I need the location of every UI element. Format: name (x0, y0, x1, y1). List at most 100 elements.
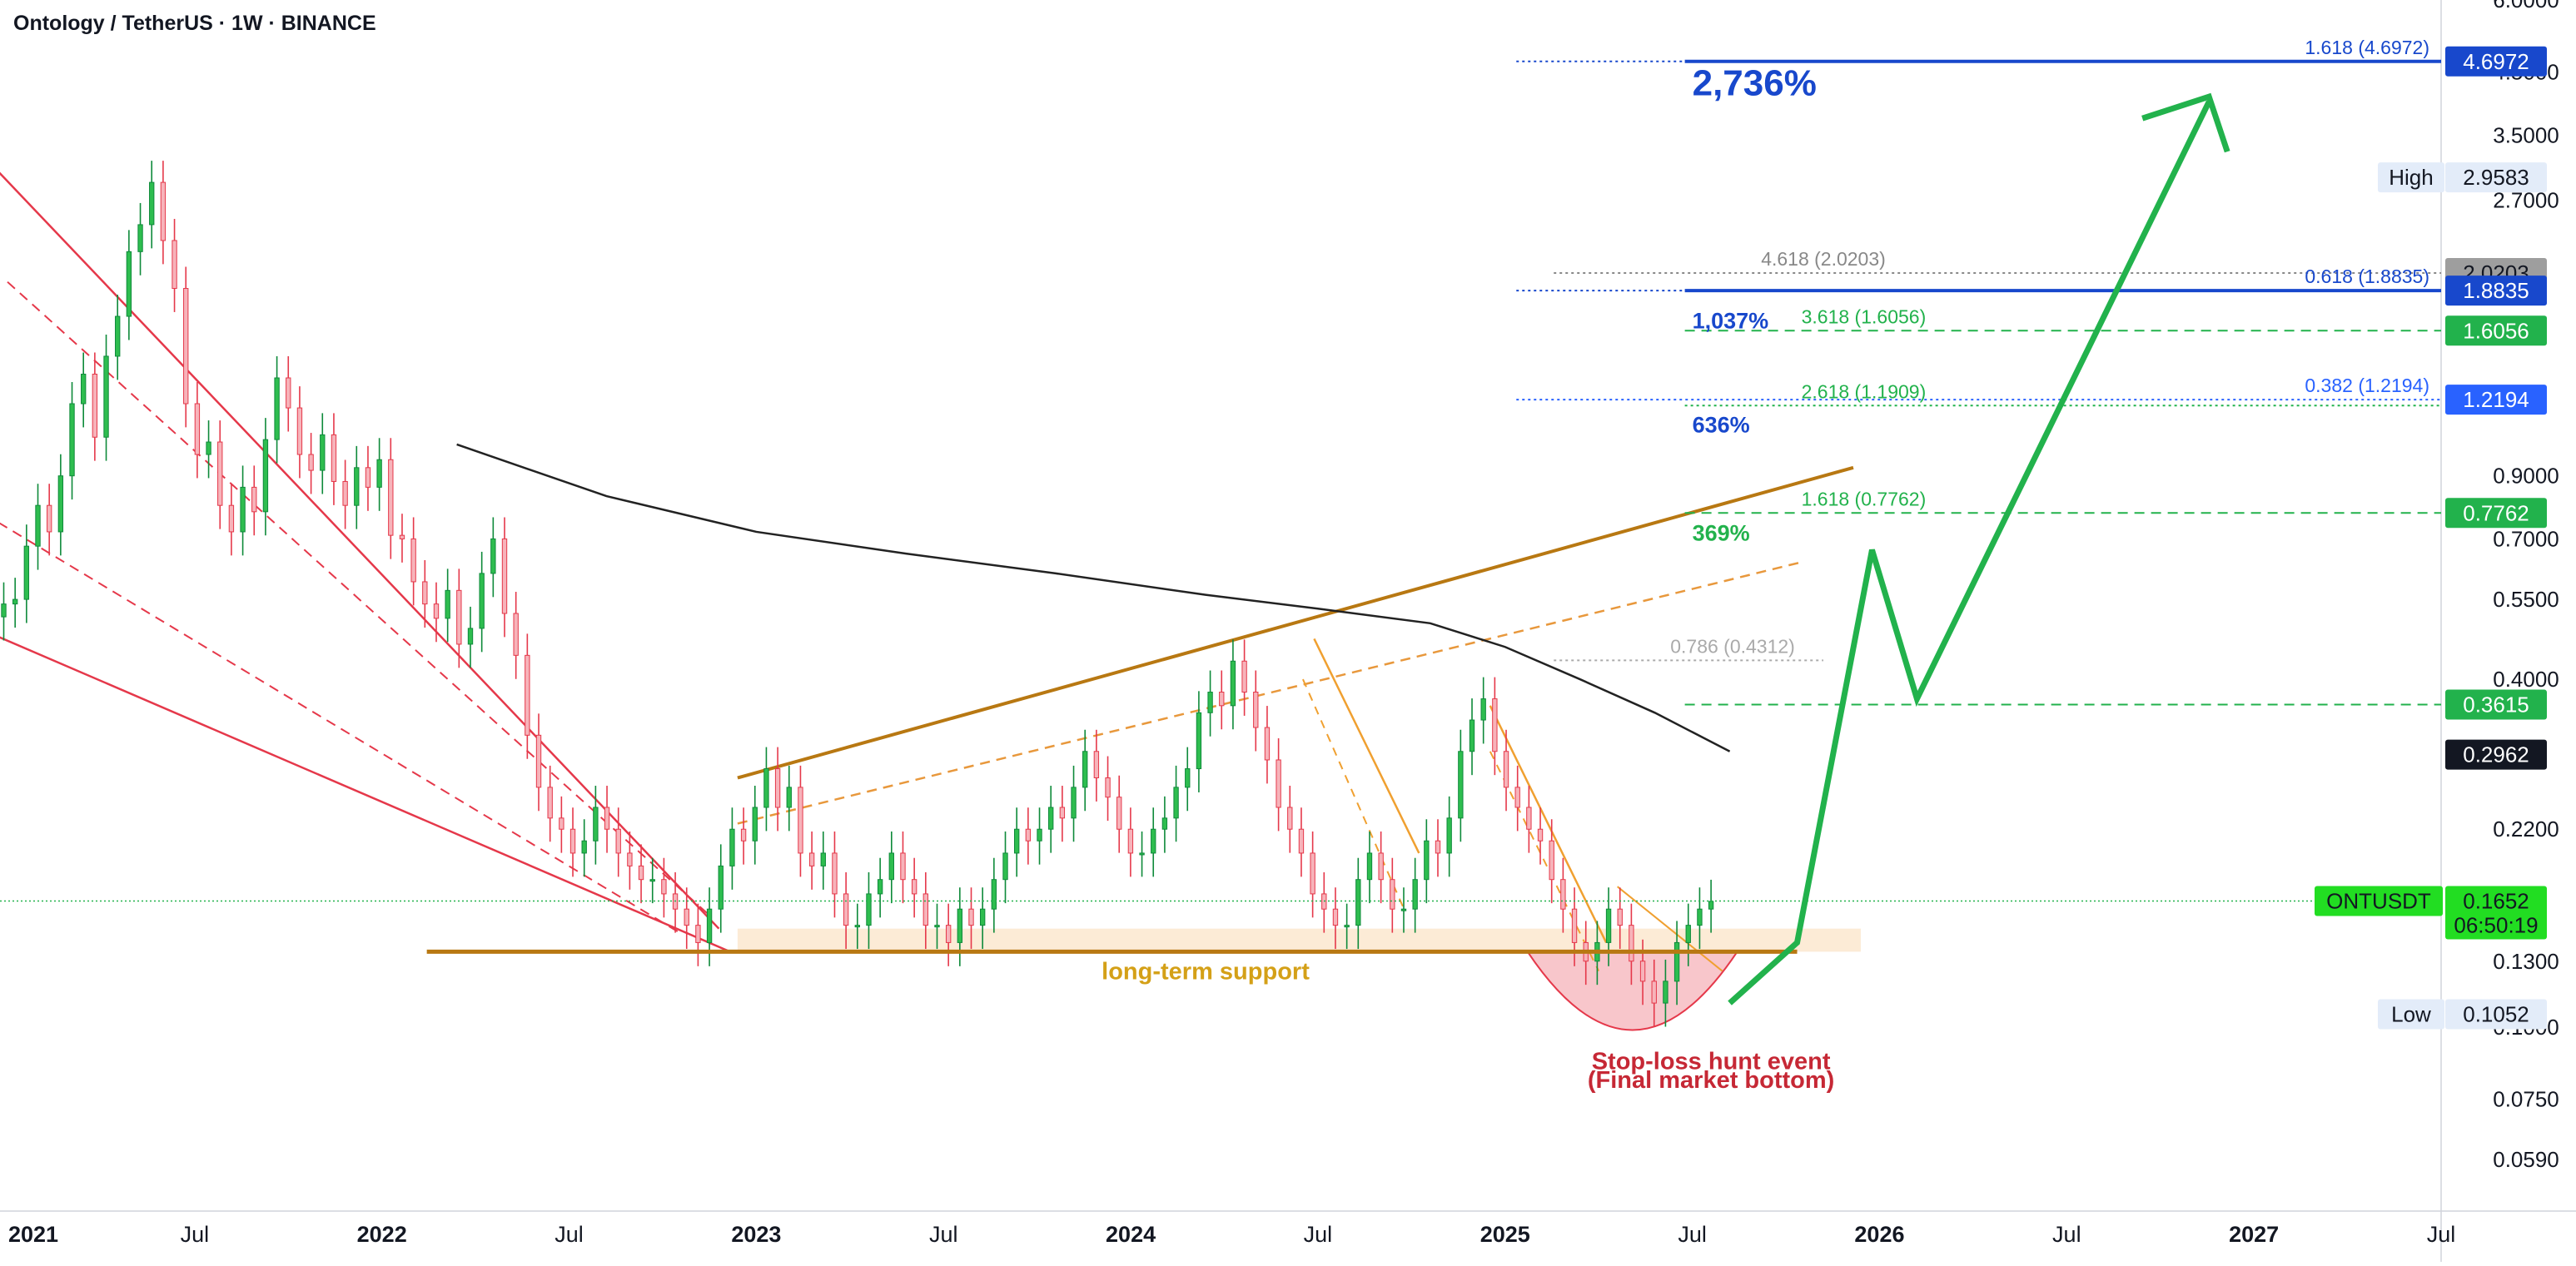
candle-body (149, 181, 155, 226)
candle-body (843, 893, 849, 926)
x-axis-tick-label: 2022 (357, 1222, 407, 1247)
candle-body (1685, 925, 1691, 943)
y-axis-tick-label: 3.5000 (2493, 122, 2559, 147)
stop-loss-label: (Final market bottom) (1588, 1067, 1834, 1094)
x-axis-tick-label: 2026 (1854, 1222, 1904, 1247)
symbol-badge-label: ONTUSDT (2326, 889, 2431, 914)
candle-body (1105, 777, 1111, 798)
wedge-lower-line (0, 636, 731, 953)
candle-body (627, 852, 633, 866)
y-axis-tick-label: 0.9000 (2493, 464, 2559, 489)
candle-body (991, 879, 997, 910)
fib-level-label: 1.618 (4.6972) (2305, 37, 2429, 58)
price-badge (2445, 315, 2547, 346)
candle-body (1116, 797, 1122, 830)
candle-body (1264, 727, 1271, 761)
price-badge-prefix-box (2378, 999, 2444, 1030)
candle-body (695, 925, 701, 943)
chart-title: Ontology / TetherUS · 1W · BINANCE (13, 12, 376, 35)
candle-body (615, 828, 621, 854)
y-axis-tick-label: 0.2200 (2493, 817, 2559, 842)
channel-line (1489, 751, 1600, 972)
candle-body (1560, 879, 1566, 910)
moving-average-line (456, 443, 1731, 752)
candle-body (1002, 852, 1008, 881)
candle-body (1276, 759, 1281, 808)
candle-body (740, 828, 747, 842)
price-badge (2445, 498, 2547, 529)
x-axis-tick-label: Jul (554, 1222, 584, 1247)
candle-body (217, 441, 223, 506)
candle-body (900, 852, 906, 881)
x-axis-tick-label: 2027 (2229, 1222, 2279, 1247)
price-badge (2445, 46, 2547, 77)
candle-body (1390, 879, 1395, 910)
candle-body (535, 734, 542, 788)
candle-body (1629, 925, 1634, 962)
candle-body (1458, 751, 1464, 819)
candle-body (684, 908, 689, 926)
price-badge-label: 0.2962 (2463, 742, 2529, 767)
x-axis-tick-label: 2024 (1106, 1222, 1156, 1247)
candle-body (160, 181, 167, 241)
price-badge (2445, 385, 2547, 415)
candle-body (877, 879, 883, 895)
candle-body (81, 374, 87, 405)
stop-loss-label: Stop-loss hunt event (1592, 1049, 1831, 1075)
candle-body (957, 908, 963, 943)
candle-body (296, 407, 303, 455)
price-badge-label: 1.2194 (2463, 387, 2529, 412)
candle-body (286, 377, 291, 409)
candle-body (12, 598, 18, 605)
candle-body (1048, 807, 1054, 830)
candle-body (1127, 828, 1134, 854)
channel-line (1617, 886, 1723, 972)
stop-loss-hunt-zone (1525, 951, 1739, 1031)
wedge-mid-line (0, 522, 682, 935)
candle-body (752, 807, 758, 842)
fib-level-label: 2.618 (1.1909) (1802, 380, 1927, 402)
resistance-inner-trendline (737, 560, 1805, 825)
candle-body (422, 581, 428, 605)
candle-body (604, 807, 610, 830)
candle-body (832, 852, 838, 895)
price-badge (2445, 276, 2547, 306)
gain-label: 369% (1693, 521, 1750, 546)
candle-body (35, 504, 41, 547)
candle-body (1196, 712, 1202, 770)
candle-body (934, 925, 940, 928)
candle-body (911, 879, 918, 895)
candle-body (569, 828, 576, 854)
candle-body (1514, 787, 1520, 808)
candle-body (365, 467, 371, 488)
candle-body (866, 893, 872, 926)
gain-label: 1,037% (1693, 309, 1769, 334)
symbol-badge (2315, 886, 2443, 916)
price-badge (2445, 999, 2547, 1030)
fib-level-label: 3.618 (1.6056) (1802, 305, 1927, 327)
candle-body (1435, 840, 1441, 854)
candle-body (23, 545, 30, 600)
price-badge-label: 1.6056 (2463, 318, 2529, 343)
candle-body (968, 908, 974, 926)
candle-body (376, 459, 382, 488)
candle-body (638, 865, 644, 881)
candle-body (525, 654, 530, 736)
fib-level-label: 0.618 (1.8835) (2305, 266, 2429, 287)
candle-body (649, 879, 655, 882)
candle-body (1298, 828, 1305, 854)
candle-body (581, 840, 587, 854)
x-axis-tick-label: Jul (1304, 1222, 1333, 1247)
candle-body (172, 240, 177, 290)
candle-body (1549, 840, 1554, 881)
candle-body (593, 807, 599, 842)
channel-line (1489, 705, 1608, 943)
candle-body (1071, 787, 1077, 819)
fib-level-label: 0.786 (0.4312) (1670, 635, 1795, 657)
candle-body (1412, 879, 1418, 910)
candle-body (1526, 807, 1532, 830)
y-axis-tick-label: 0.7000 (2493, 526, 2559, 551)
y-axis-tick-label: 0.0750 (2493, 1087, 2559, 1112)
candle-body (308, 454, 314, 471)
